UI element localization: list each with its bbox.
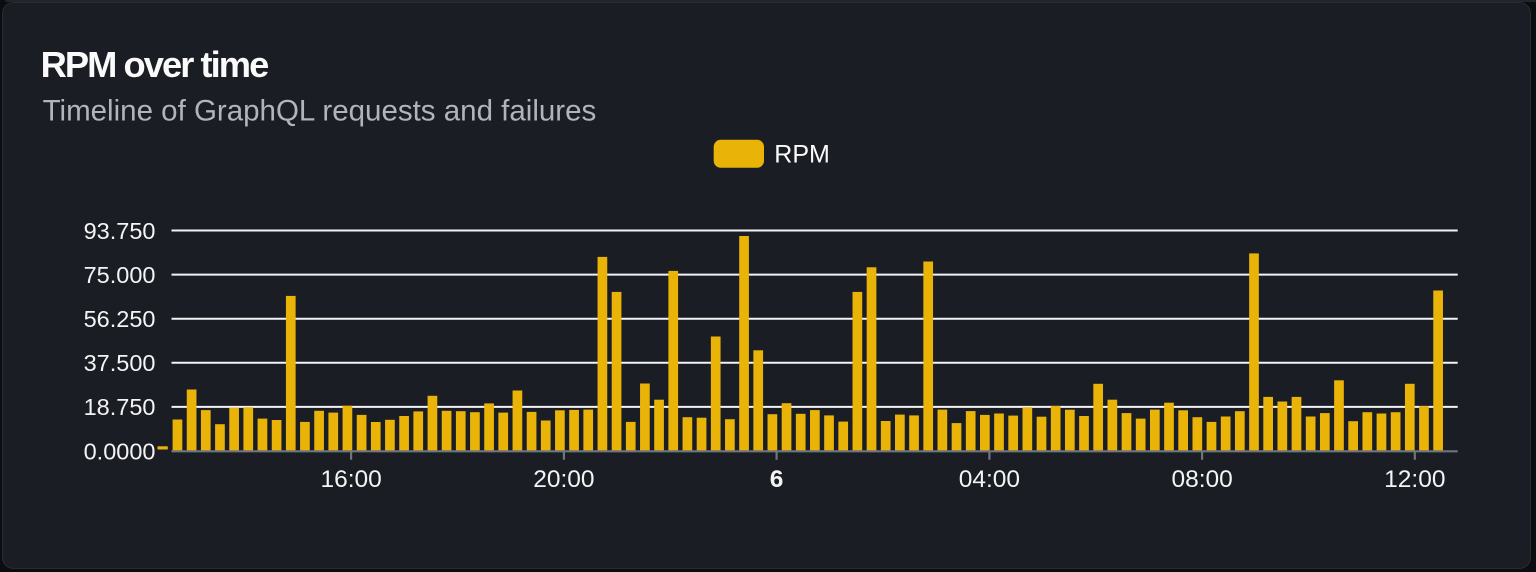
svg-text:75.000: 75.000 bbox=[84, 262, 156, 288]
svg-text:04:00: 04:00 bbox=[959, 466, 1020, 493]
svg-text:Timeline of GraphQL requests a: Timeline of GraphQL requests and failure… bbox=[43, 95, 597, 128]
svg-text:16:00: 16:00 bbox=[320, 466, 381, 493]
svg-text:RPM over time: RPM over time bbox=[41, 44, 269, 85]
svg-text:08:00: 08:00 bbox=[1171, 466, 1232, 493]
svg-text:0.0000: 0.0000 bbox=[84, 438, 156, 464]
svg-text:12:00: 12:00 bbox=[1384, 466, 1445, 493]
svg-text:20:00: 20:00 bbox=[533, 466, 594, 493]
svg-text:56.250: 56.250 bbox=[84, 306, 156, 332]
svg-text:18.750: 18.750 bbox=[84, 394, 156, 420]
svg-text:93.750: 93.750 bbox=[84, 218, 156, 244]
svg-text:6: 6 bbox=[770, 466, 784, 493]
svg-text:37.500: 37.500 bbox=[84, 350, 156, 376]
svg-text:RPM: RPM bbox=[774, 140, 830, 168]
